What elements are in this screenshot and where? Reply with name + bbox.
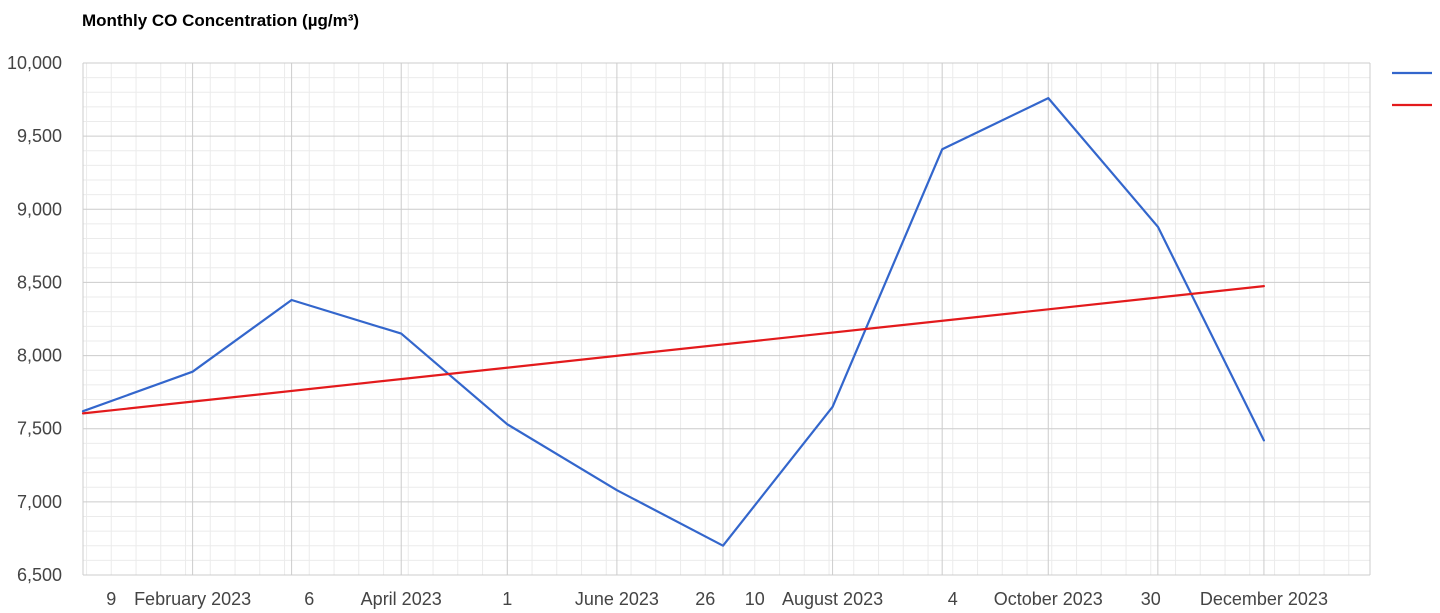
- x-tick-label: April 2023: [361, 589, 442, 609]
- x-tick-label: 9: [106, 589, 116, 609]
- series-line-1: [81, 96, 1266, 547]
- y-tick-label: 8,500: [17, 272, 62, 292]
- y-tick-label: 9,500: [17, 126, 62, 146]
- x-tick-label: 1: [502, 589, 512, 609]
- legend: [1392, 71, 1432, 107]
- chart-title: Monthly CO Concentration (µg/m³): [82, 11, 359, 30]
- y-tick-label: 7,500: [17, 419, 62, 439]
- x-tick-label: 26: [695, 589, 715, 609]
- y-axis-tick-labels: 6,500 7,000 7,500 8,000 8,500 9,000 9,500 10,00…: [7, 53, 62, 585]
- series-line-2: [81, 285, 1266, 415]
- y-tick-label: 6,500: [17, 565, 62, 585]
- x-tick-label: 4: [948, 589, 958, 609]
- y-tick-label: 10,000: [7, 53, 62, 73]
- x-tick-label: December 2023: [1200, 589, 1328, 609]
- x-tick-label: October 2023: [994, 589, 1103, 609]
- x-tick-label: 30: [1141, 589, 1161, 609]
- x-tick-label: February 2023: [134, 589, 251, 609]
- series-lines: [81, 96, 1266, 547]
- minor-gridlines: [83, 63, 1370, 575]
- x-tick-label: August 2023: [782, 589, 883, 609]
- y-tick-label: 7,000: [17, 492, 62, 512]
- x-axis-tick-labels: 9 February 2023 6 April 2023 1 June 2023 26 10 A…: [106, 589, 1328, 609]
- x-tick-label: 6: [304, 589, 314, 609]
- y-tick-label: 8,000: [17, 346, 62, 366]
- x-tick-label: June 2023: [575, 589, 659, 609]
- x-tick-label: 10: [745, 589, 765, 609]
- y-tick-label: 9,000: [17, 199, 62, 219]
- major-gridlines: [82, 62, 1371, 576]
